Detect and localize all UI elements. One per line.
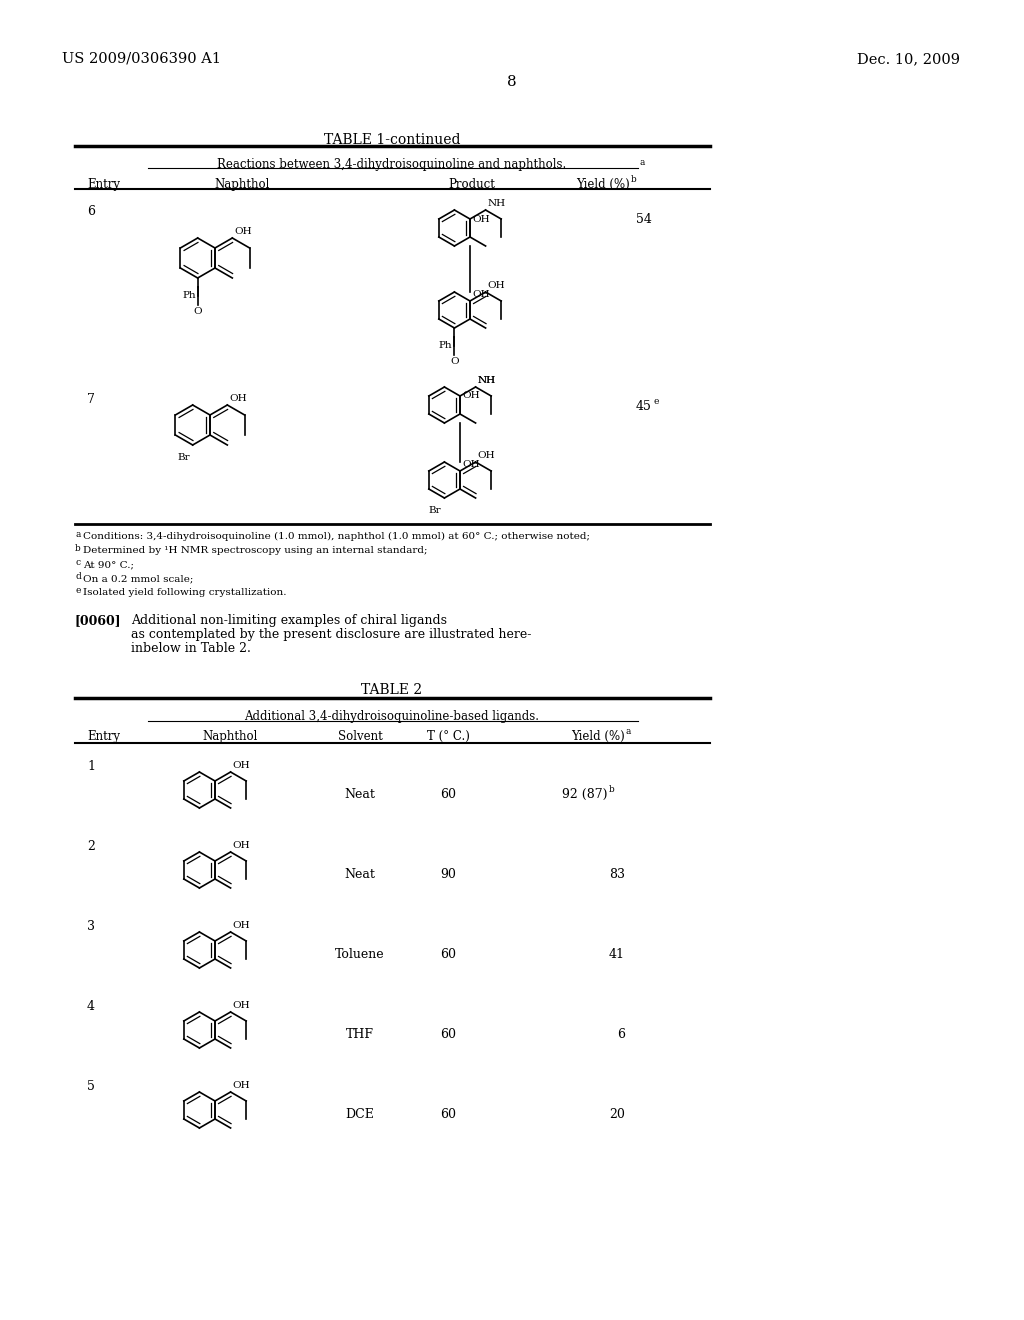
Text: a: a [639,158,644,168]
Text: Neat: Neat [344,869,376,880]
Text: Product: Product [449,178,496,191]
Text: d: d [75,572,81,581]
Text: Ph: Ph [439,342,453,351]
Text: OH: OH [477,451,496,459]
Text: 8: 8 [507,75,517,88]
Text: e: e [654,397,659,407]
Text: b: b [631,176,637,183]
Text: 90: 90 [440,869,456,880]
Text: 2: 2 [87,840,95,853]
Text: Entry: Entry [87,730,120,743]
Text: Toluene: Toluene [335,948,385,961]
Text: Yield (%): Yield (%) [571,730,625,743]
Text: as contemplated by the present disclosure are illustrated here-: as contemplated by the present disclosur… [131,628,531,642]
Text: b: b [75,544,81,553]
Text: NH: NH [477,376,496,385]
Text: 41: 41 [609,948,625,961]
Text: Determined by ¹H NMR spectroscopy using an internal standard;: Determined by ¹H NMR spectroscopy using … [83,546,427,554]
Text: OH: OH [234,227,252,236]
Text: 7: 7 [87,393,95,407]
Text: 4: 4 [87,1001,95,1012]
Text: Reactions between 3,4-dihydroisoquinoline and naphthols.: Reactions between 3,4-dihydroisoquinolin… [217,158,566,172]
Text: OH: OH [462,392,479,400]
Text: NH: NH [487,199,506,209]
Text: OH: OH [229,393,247,403]
Text: THF: THF [346,1028,374,1041]
Text: 1: 1 [87,760,95,774]
Text: 92 (87): 92 (87) [562,788,608,801]
Text: OH: OH [232,921,250,931]
Text: Additional 3,4-dihydroisoquinoline-based ligands.: Additional 3,4-dihydroisoquinoline-based… [245,710,540,723]
Text: b: b [609,785,614,795]
Text: TABLE 1-continued: TABLE 1-continued [324,133,460,147]
Text: c: c [75,558,80,568]
Text: a: a [626,727,632,737]
Text: On a 0.2 mmol scale;: On a 0.2 mmol scale; [83,574,194,583]
Text: OH: OH [472,290,489,300]
Text: TABLE 2: TABLE 2 [361,682,423,697]
Text: OH: OH [462,459,479,469]
Text: Conditions: 3,4-dihydroisoquinoline (1.0 mmol), naphthol (1.0 mmol) at 60° C.; o: Conditions: 3,4-dihydroisoquinoline (1.0… [83,532,590,541]
Text: Ph: Ph [182,292,196,301]
Text: 60: 60 [440,1107,456,1121]
Text: e: e [75,586,80,595]
Text: Dec. 10, 2009: Dec. 10, 2009 [857,51,961,66]
Text: US 2009/0306390 A1: US 2009/0306390 A1 [62,51,221,66]
Text: Entry: Entry [87,178,120,191]
Text: Yield (%): Yield (%) [577,178,630,191]
Text: O: O [451,356,459,366]
Text: a: a [75,531,80,539]
Text: Naphthol: Naphthol [214,178,269,191]
Text: OH: OH [472,214,489,223]
Text: DCE: DCE [345,1107,375,1121]
Text: OH: OH [487,281,505,290]
Text: 60: 60 [440,1028,456,1041]
Text: Solvent: Solvent [338,730,382,743]
Text: 54: 54 [636,213,652,226]
Text: OH: OH [232,841,250,850]
Text: [0060]: [0060] [75,614,122,627]
Text: Isolated yield following crystallization.: Isolated yield following crystallization… [83,587,287,597]
Text: OH: OH [232,1081,250,1090]
Text: 60: 60 [440,948,456,961]
Text: 83: 83 [609,869,625,880]
Text: Br: Br [429,506,441,515]
Text: Additional non-limiting examples of chiral ligands: Additional non-limiting examples of chir… [131,614,447,627]
Text: OH: OH [232,762,250,770]
Text: Neat: Neat [344,788,376,801]
Text: Naphthol: Naphthol [203,730,258,743]
Text: 45: 45 [636,400,652,413]
Text: OH: OH [232,1001,250,1010]
Text: 60: 60 [440,788,456,801]
Text: NH: NH [477,376,496,385]
Text: 6: 6 [617,1028,625,1041]
Text: 20: 20 [609,1107,625,1121]
Text: 3: 3 [87,920,95,933]
Text: 5: 5 [87,1080,95,1093]
Text: 6: 6 [87,205,95,218]
Text: T (° C.): T (° C.) [427,730,469,743]
Text: inbelow in Table 2.: inbelow in Table 2. [131,642,251,655]
Text: O: O [194,308,202,315]
Text: At 90° C.;: At 90° C.; [83,560,134,569]
Text: Br: Br [177,453,189,462]
